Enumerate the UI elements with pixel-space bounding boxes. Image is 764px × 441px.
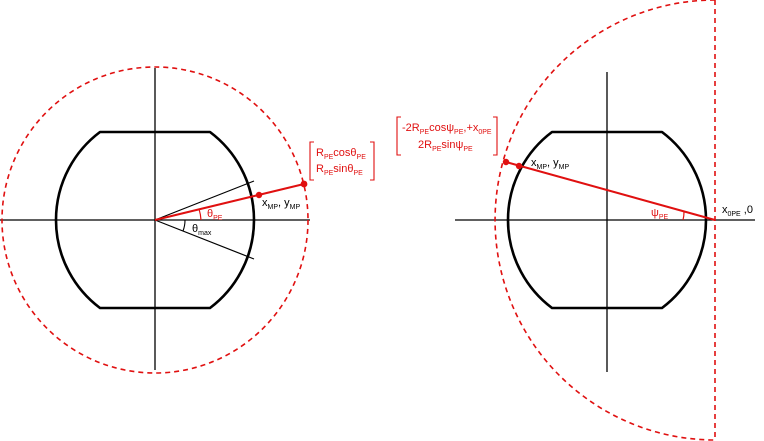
left-theta-label: θPE (207, 208, 223, 222)
right-matrix-bracket-left (396, 116, 401, 156)
right-point-pe (502, 158, 510, 166)
left-point-mp (255, 191, 263, 199)
left-theta-max-arc (182, 219, 186, 232)
left-point-mp-label: xMP, yMP (262, 197, 300, 211)
right-point-mp-label: xMP, yMP (531, 157, 569, 171)
right-psi-arc (682, 211, 685, 221)
right-psi-label: ψPE (651, 207, 669, 221)
left-matrix-row1: RPEcosθPE (316, 147, 366, 161)
right-panel: ψPE xMP, yMP x0PE ,0 -2RPEcosψPE,+x0PE 2… (396, 0, 755, 441)
left-theta-arc (198, 208, 202, 221)
right-matrix-row2: 2RPEsinψPE (418, 139, 473, 153)
left-pe-circle (1, 66, 309, 374)
left-matrix-row2: RPEsinθPE (316, 163, 363, 177)
left-panel: θPE θmax xMP, yMP RPEcosθPE RPEsinθPE (0, 66, 375, 374)
left-ray-red (154, 183, 305, 221)
left-theta-max-label: θmax (192, 223, 212, 237)
left-ray-lower (154, 219, 255, 260)
right-point-mp (515, 162, 523, 170)
left-ray-upper (154, 180, 255, 221)
left-shape-outline (54, 130, 256, 310)
left-matrix-bracket-left (309, 141, 314, 181)
left-point-pe (300, 180, 308, 188)
right-matrix-bracket-right (493, 116, 498, 156)
right-point-0pe-label: x0PE ,0 (722, 204, 753, 218)
right-ray-red (505, 161, 716, 221)
right-pe-half-circle (494, 0, 716, 441)
right-matrix-row1: -2RPEcosψPE,+x0PE (402, 122, 492, 136)
left-matrix-bracket-right (370, 141, 375, 181)
right-shape-outline (506, 130, 708, 310)
